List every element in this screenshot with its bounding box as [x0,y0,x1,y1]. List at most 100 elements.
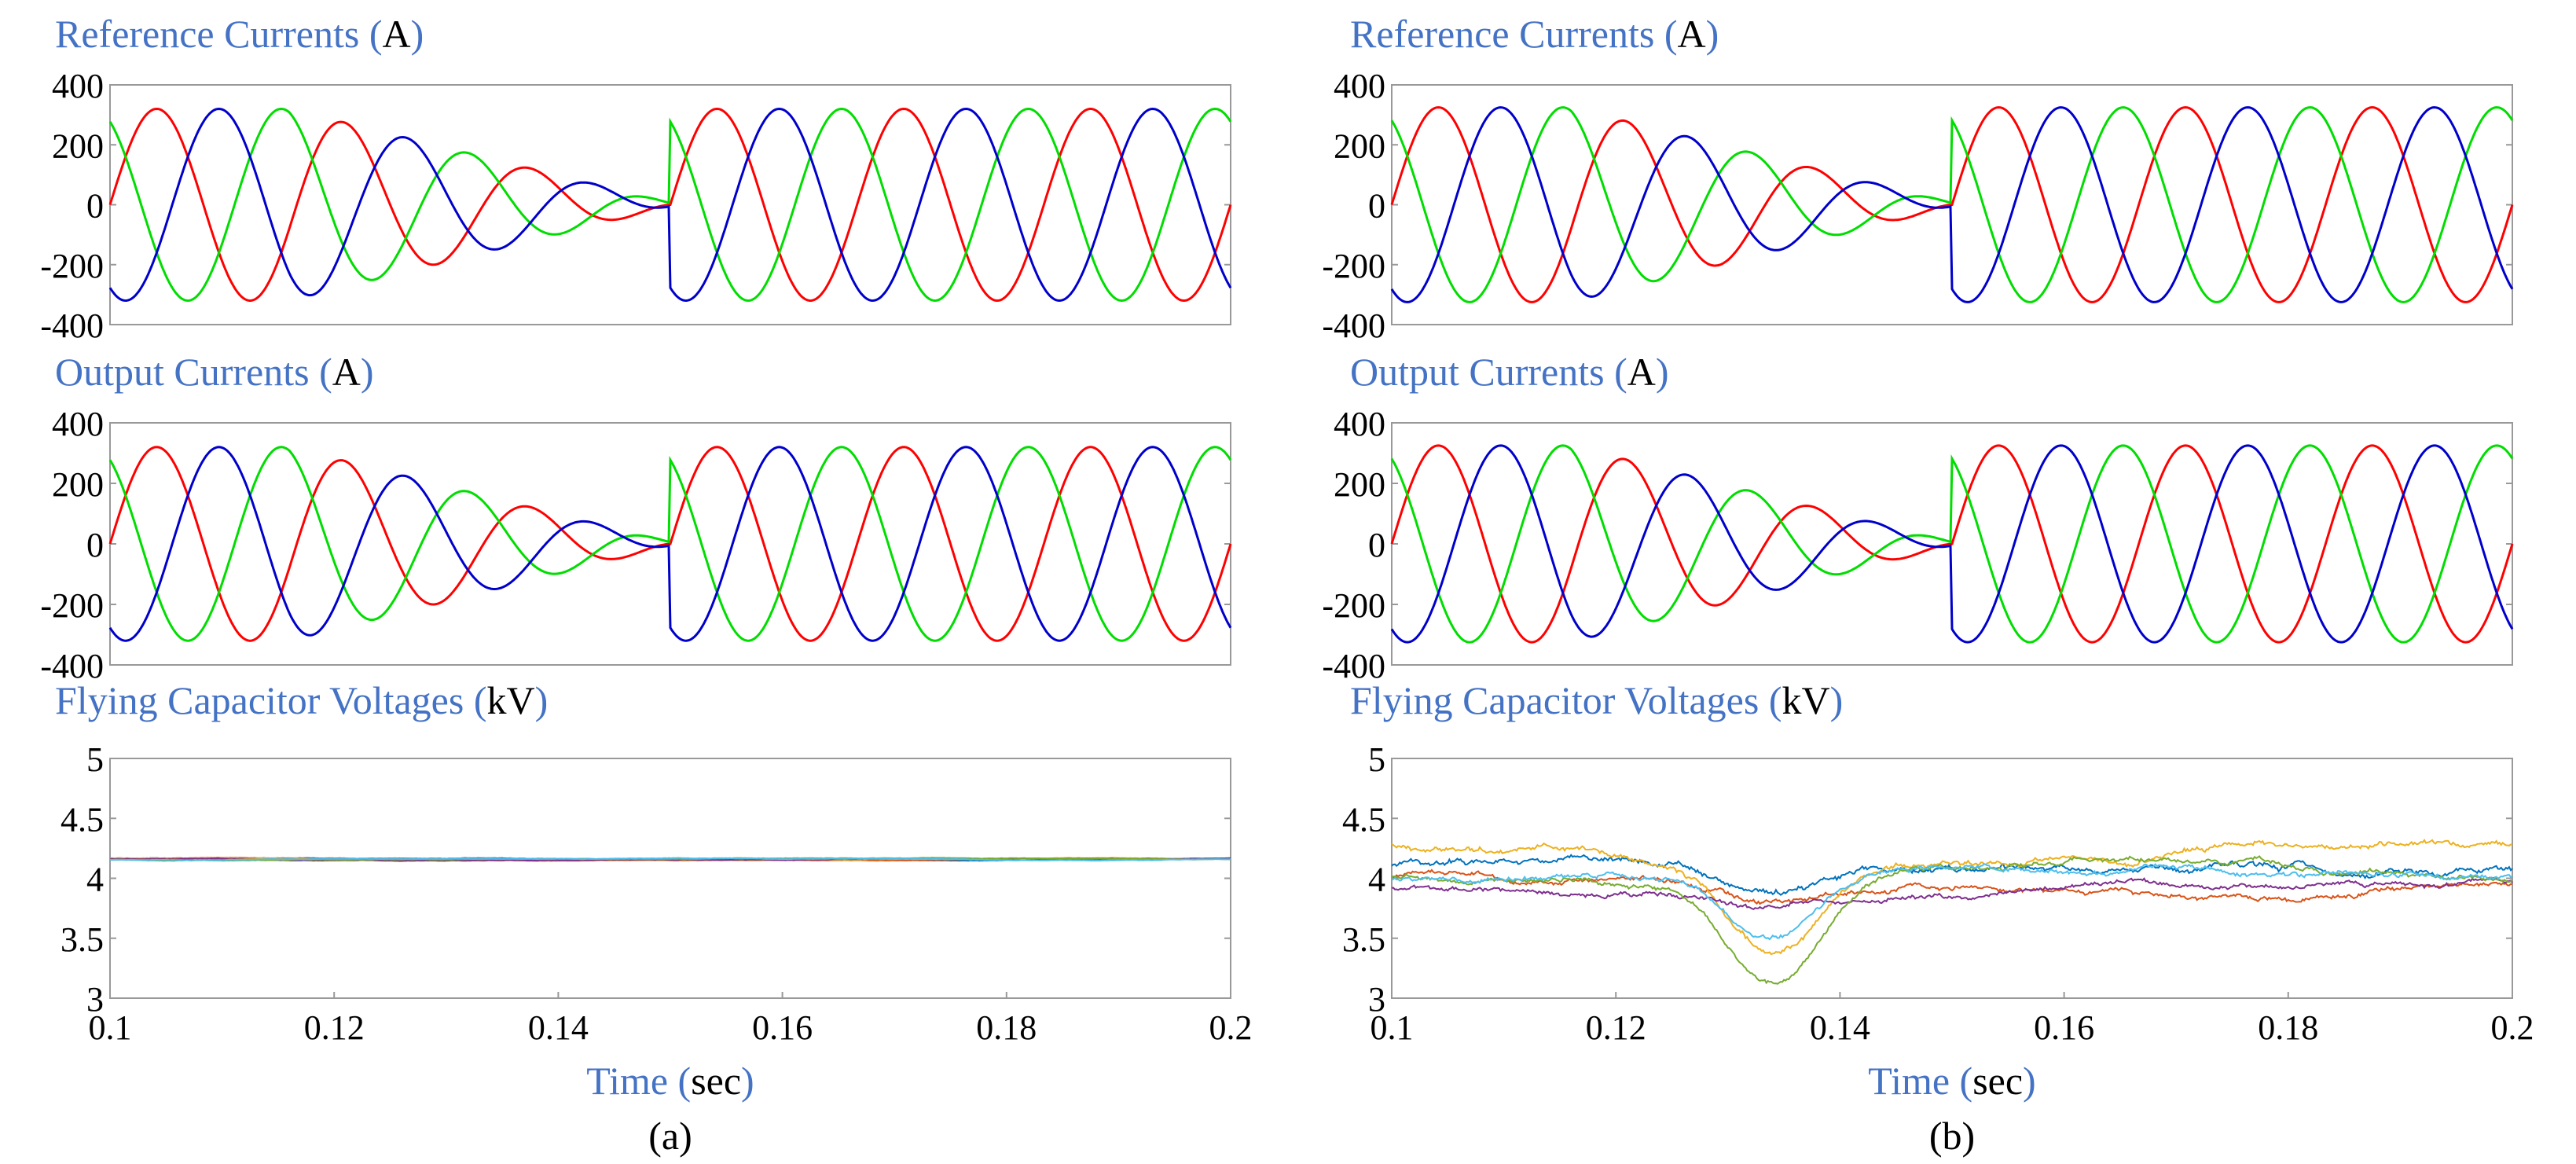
x-axis-label: Time (sec) [586,1059,754,1103]
x-tick-label: 0.12 [304,1008,365,1047]
x-label-unit: sec [1972,1059,2023,1103]
y-tick-label: 200 [1334,127,1385,165]
series-phase-A [1390,106,2514,303]
y-tick-label: 4 [86,861,104,899]
x-tick-label: 0.2 [1209,1008,1253,1047]
title-text: Reference Currents [1350,12,1654,56]
subplot-a-2: Flying Capacitor Voltages (kV)54.543.530… [55,678,1253,1158]
series-phase-A [108,446,1232,642]
y-tick-label: 400 [1334,67,1385,105]
y-tick-label: -400 [40,307,104,345]
y-tick-label: 0 [1368,526,1385,564]
panel-caption: (b) [1929,1114,1975,1158]
title-text: Flying Capacitor Voltages [1350,678,1759,722]
x-label-paren-open: ( [1950,1059,1972,1103]
y-tick-label: 200 [1334,465,1385,504]
series-phase-A [1390,444,2514,644]
y-tick-label: 0 [86,187,104,226]
title-paren-close: ) [1830,678,1844,722]
title-paren-close: ) [1706,12,1719,56]
x-tick-label: 0.18 [976,1008,1037,1047]
y-tick-label: 400 [52,405,104,443]
title-text: Flying Capacitor Voltages [55,678,464,722]
x-tick-label: 0.14 [1810,1008,1870,1047]
title-text: Output Currents [1350,350,1605,394]
subplot-title: Reference Currents (A) [1350,12,1719,56]
x-tick-label: 0.14 [528,1008,589,1047]
title-paren-close: ) [361,350,374,394]
title-unit: A [1677,12,1705,56]
y-tick-label: 3.5 [61,920,104,959]
subplot-a-1: Output Currents (A) 400 200 0 -200 -400 [40,350,1232,685]
subplot-title: Output Currents (A) [55,350,374,394]
title-unit: A [1627,350,1656,394]
axes-box [109,758,1231,999]
subplot-b-0: Reference Currents (A) 400 200 0 -200 -400 [1322,12,2514,345]
x-label-text: Time [1868,1059,1950,1103]
series-phase-B [1390,106,2514,303]
series-phase-B [108,446,1232,642]
x-tick-label: 0.16 [2034,1008,2094,1047]
panel-caption: (a) [648,1114,692,1158]
x-label-text: Time [586,1059,668,1103]
y-tick-label: 3 [1368,980,1385,1019]
title-text: Reference Currents [55,12,359,56]
y-tick-label: 200 [52,465,104,504]
y-tick-label: 0 [1368,187,1385,226]
series-C4 [1391,876,2513,911]
x-tick-label: 0.2 [2491,1008,2534,1047]
title-paren-open: ( [359,12,382,56]
series-phase-A [108,107,1232,303]
title-unit: kV [1782,678,1830,722]
title-text: Output Currents [55,350,310,394]
y-tick-label: -200 [40,586,104,625]
series-C3 [1391,839,2512,956]
series-C5 [1391,855,2513,985]
x-tick-label: 0.12 [1586,1008,1646,1047]
x-tick-label: 0.18 [2258,1008,2318,1047]
y-tick-label: -400 [40,647,104,685]
y-tick-label: -200 [1322,247,1385,285]
title-unit: A [332,350,361,394]
y-tick-label: 4 [1368,861,1385,899]
series-C6 [1391,863,2513,941]
title-paren-open: ( [1759,678,1782,722]
x-tick-label: 0.16 [752,1008,813,1047]
title-paren-close: ) [1656,350,1669,394]
title-paren-close: ) [411,12,424,56]
title-paren-open: ( [464,678,486,722]
subplot-b-2: Flying Capacitor Voltages (kV)54.543.530… [1342,678,2534,1158]
y-tick-label: 5 [1368,740,1385,779]
y-tick-label: 400 [52,67,104,105]
series-phase-C [108,446,1232,642]
x-label-paren-close: ) [741,1059,754,1103]
y-tick-label: -200 [1322,586,1385,625]
y-tick-label: 5 [86,740,104,779]
y-tick-label: 0 [86,526,104,564]
title-paren-open: ( [310,350,332,394]
series-phase-B [1390,444,2514,644]
series-phase-C [1390,106,2514,303]
subplot-title: Output Currents (A) [1350,350,1669,394]
axes-box [1391,758,2513,999]
x-tick-label: 0.1 [89,1008,132,1047]
x-axis-label: Time (sec) [1868,1059,2035,1103]
subplot-title: Flying Capacitor Voltages (kV) [55,678,548,722]
series-phase-C [108,107,1232,303]
title-paren-open: ( [1605,350,1627,394]
subplot-title: Flying Capacitor Voltages (kV) [1350,678,1843,722]
subplot-title: Reference Currents (A) [55,12,424,56]
y-tick-label: 3.5 [1342,920,1385,959]
y-tick-label: 400 [1334,405,1385,443]
y-tick-label: 200 [52,127,104,165]
x-label-unit: sec [691,1059,741,1103]
title-paren-close: ) [535,678,549,722]
title-unit: kV [487,678,535,722]
series-phase-B [108,107,1232,303]
y-tick-label: 3 [86,980,104,1019]
series-phase-C [1390,444,2514,644]
title-paren-open: ( [1654,12,1677,56]
y-tick-label: 4.5 [1342,800,1385,839]
y-tick-label: -400 [1322,307,1385,345]
